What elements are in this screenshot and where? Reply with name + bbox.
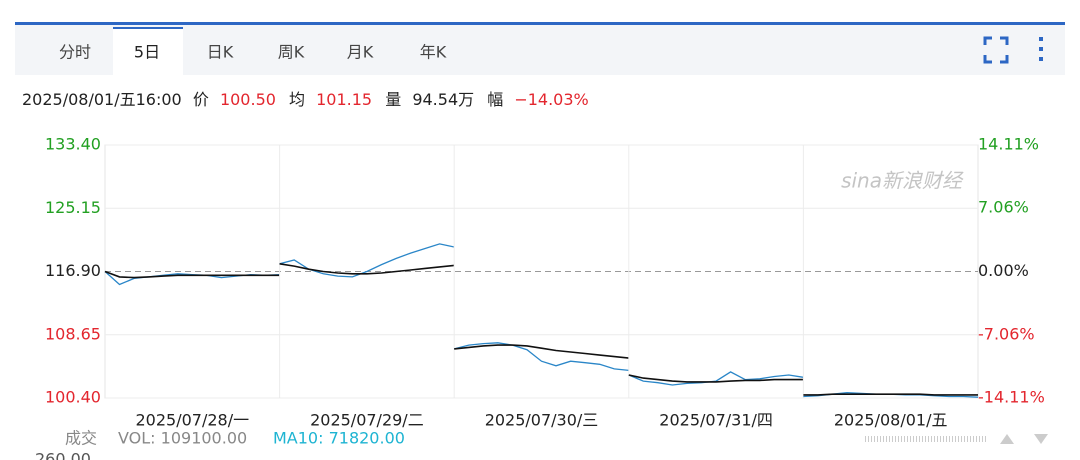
y-tick-label: 108.65 <box>45 324 101 343</box>
y-tick-label: 100.40 <box>45 388 101 407</box>
y-tick-label: 116.90 <box>45 261 101 280</box>
avg-line <box>104 270 280 279</box>
info-chg: −14.03% <box>514 90 588 109</box>
day-label: 2025/08/01/五 <box>834 411 948 430</box>
info-price-label: 价 <box>193 90 209 109</box>
tab[interactable]: 周K <box>278 43 305 62</box>
tab[interactable]: 日K <box>207 43 234 62</box>
y-tick-label: 133.40 <box>45 135 101 154</box>
info-line: 2025/08/01/五16:00 价 100.50 均 101.15 量 94… <box>22 90 589 109</box>
y2-tick-label: -7.06% <box>978 324 1035 343</box>
scroll-down[interactable] <box>1034 434 1048 444</box>
y2-tick-label: 14.11% <box>978 135 1039 154</box>
price-line <box>628 371 804 386</box>
avg-line <box>628 374 804 383</box>
info-vol: 94.54万 <box>412 90 474 109</box>
fullscreen-icon[interactable] <box>983 36 1009 64</box>
info-chg-label: 幅 <box>487 90 503 109</box>
tab[interactable]: 年K <box>420 43 447 62</box>
volume-vol: VOL: 109100.00 <box>118 429 247 448</box>
day-label: 2025/07/31/四 <box>659 411 773 430</box>
menu-icon[interactable] <box>1039 37 1043 61</box>
active-tab-marker <box>113 27 183 29</box>
info-time: 2025/08/01/五16:00 <box>22 90 182 109</box>
top-border <box>15 22 1065 25</box>
avg-line <box>454 344 629 359</box>
y2-tick-label: 0.00% <box>978 261 1029 280</box>
day-label: 2025/07/30/三 <box>485 411 599 430</box>
info-avg-label: 均 <box>289 90 305 109</box>
y2-tick-label: 7.06% <box>978 198 1029 217</box>
avg-line <box>279 263 455 275</box>
info-vol-label: 量 <box>385 90 401 109</box>
price-line <box>454 342 629 372</box>
day-label: 2025/07/29/二 <box>310 411 424 430</box>
tab[interactable]: 月K <box>347 43 374 62</box>
tab[interactable]: 5日 <box>134 43 160 62</box>
volume-ma10: MA10: 71820.00 <box>273 429 405 448</box>
day-label: 2025/07/28/一 <box>135 411 249 430</box>
watermark: sina新浪财经 <box>841 169 964 193</box>
tab[interactable]: 分时 <box>59 43 91 62</box>
tab-bar <box>15 25 1065 75</box>
avg-line <box>803 393 978 396</box>
info-price: 100.50 <box>220 90 276 109</box>
volume-axis-top: 260.00 <box>35 450 91 460</box>
info-avg: 101.15 <box>316 90 372 109</box>
y2-tick-label: -14.11% <box>978 388 1045 407</box>
volume-label: 成交 <box>65 429 97 448</box>
y-tick-label: 125.15 <box>45 198 101 217</box>
active-tab-bg <box>113 27 183 75</box>
scroll-up[interactable] <box>1000 434 1014 444</box>
